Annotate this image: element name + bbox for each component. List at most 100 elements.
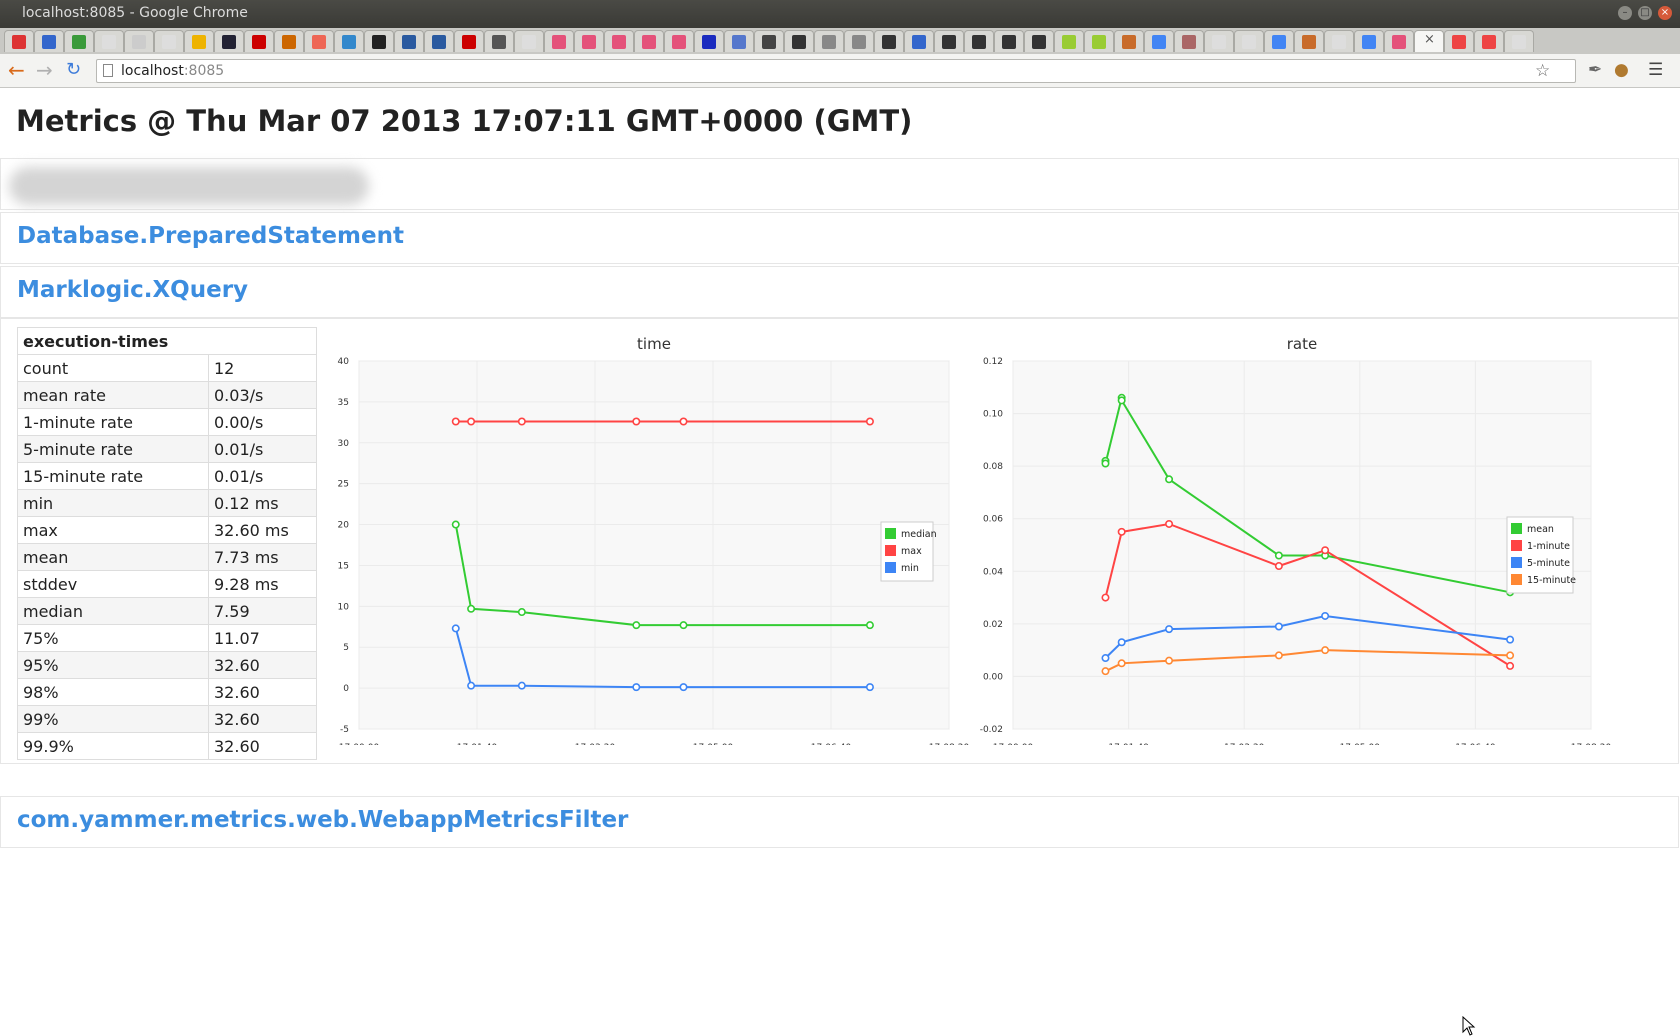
tab-favicon-icon — [72, 35, 86, 49]
browser-tab[interactable] — [184, 30, 214, 52]
x-tick-label: 17:06:40 — [811, 743, 852, 745]
browser-tab[interactable] — [1054, 30, 1084, 52]
metric-value: 0.01/s — [208, 462, 317, 490]
x-tick-label: 17:03:20 — [1224, 743, 1265, 745]
metric-name: 95% — [17, 651, 209, 679]
browser-tab[interactable] — [1174, 30, 1204, 52]
address-bar[interactable]: localhost:8085 ☆ — [96, 59, 1576, 83]
browser-tab[interactable] — [544, 30, 574, 52]
browser-tab[interactable] — [1234, 30, 1264, 52]
browser-tab[interactable] — [214, 30, 244, 52]
browser-tab[interactable] — [1444, 30, 1474, 52]
metric-value: 0.12 ms — [208, 489, 317, 517]
bookmark-icon[interactable]: ☆ — [1535, 61, 1551, 81]
browser-tab[interactable] — [1114, 30, 1144, 52]
browser-tab[interactable] — [4, 30, 34, 52]
tab-favicon-icon — [42, 35, 56, 49]
browser-tab[interactable] — [304, 30, 334, 52]
x-tick-label: 17:01:40 — [457, 743, 498, 745]
browser-tab[interactable] — [1024, 30, 1054, 52]
section-title-marklogic[interactable]: Marklogic.XQuery — [17, 277, 249, 303]
browser-tab[interactable] — [94, 30, 124, 52]
browser-tab[interactable] — [1354, 30, 1384, 52]
cookie-icon[interactable]: ● — [1614, 60, 1629, 80]
browser-tab[interactable] — [364, 30, 394, 52]
browser-tab[interactable] — [334, 30, 364, 52]
browser-tab[interactable] — [994, 30, 1024, 52]
metrics-row: median 7.59 — [17, 597, 317, 625]
browser-tab[interactable] — [754, 30, 784, 52]
browser-tab[interactable] — [604, 30, 634, 52]
metric-name: median — [17, 597, 209, 625]
browser-tab[interactable] — [454, 30, 484, 52]
browser-tab[interactable] — [694, 30, 724, 52]
browser-tab[interactable] — [64, 30, 94, 52]
browser-tab[interactable] — [1204, 30, 1234, 52]
tab-favicon-icon — [1032, 35, 1046, 49]
browser-tab[interactable] — [514, 30, 544, 52]
tab-favicon-icon — [702, 35, 716, 49]
y-tick-label: 40 — [338, 357, 350, 367]
section-title-webapp[interactable]: com.yammer.metrics.web.WebappMetricsFilt… — [17, 807, 629, 833]
browser-tab[interactable] — [784, 30, 814, 52]
legend-label-median: median — [901, 529, 937, 540]
browser-tab[interactable] — [904, 30, 934, 52]
browser-tab[interactable] — [154, 30, 184, 52]
browser-tab[interactable] — [274, 30, 304, 52]
x-tick-label: 17:05:00 — [1340, 743, 1381, 745]
browser-tab[interactable] — [244, 30, 274, 52]
mouse-cursor-icon — [1462, 1016, 1476, 1036]
series-line-median — [454, 524, 870, 627]
menu-icon[interactable]: ☰ — [1648, 60, 1664, 80]
data-point-median — [517, 608, 526, 617]
metrics-row: 95% 32.60 — [17, 651, 317, 679]
tab-favicon-icon — [552, 35, 566, 49]
active-browser-tab[interactable]: × — [1414, 30, 1444, 52]
browser-tab[interactable] — [1144, 30, 1174, 52]
browser-tab[interactable] — [1294, 30, 1324, 52]
tab-favicon-icon — [432, 35, 446, 49]
reload-icon[interactable]: ↻ — [66, 59, 82, 80]
close-tab-icon[interactable]: × — [1424, 32, 1435, 47]
metric-name: 98% — [17, 678, 209, 706]
metric-name: mean — [17, 543, 209, 571]
browser-tab[interactable] — [424, 30, 454, 52]
browser-tab[interactable] — [1474, 30, 1504, 52]
browser-tab[interactable] — [1384, 30, 1414, 52]
browser-tab[interactable] — [394, 30, 424, 52]
back-arrow-icon[interactable]: ← — [8, 58, 25, 82]
metrics-row: stddev 9.28 ms — [17, 570, 317, 598]
browser-tab[interactable] — [1324, 30, 1354, 52]
browser-tab[interactable] — [814, 30, 844, 52]
browser-tab[interactable] — [874, 30, 904, 52]
browser-tab[interactable] — [574, 30, 604, 52]
forward-arrow-icon[interactable]: → — [36, 58, 53, 82]
tab-favicon-icon — [522, 35, 536, 49]
browser-tab[interactable] — [724, 30, 754, 52]
browser-tab[interactable] — [934, 30, 964, 52]
x-tick-label: 17:01:40 — [1108, 743, 1149, 745]
data-point-max — [865, 417, 874, 426]
section-database[interactable]: Database.PreparedStatement — [0, 212, 1679, 264]
browser-tab[interactable] — [664, 30, 694, 52]
browser-tab[interactable] — [484, 30, 514, 52]
section-marklogic[interactable]: Marklogic.XQuery — [0, 266, 1679, 318]
browser-tab[interactable] — [964, 30, 994, 52]
section-title-database[interactable]: Database.PreparedStatement — [17, 223, 404, 249]
maximize-icon[interactable]: □ — [1638, 6, 1652, 20]
data-point-min — [679, 683, 688, 692]
browser-tab[interactable] — [124, 30, 154, 52]
metric-value: 32.60 — [208, 732, 317, 760]
browser-tab[interactable] — [1084, 30, 1114, 52]
extension-icon[interactable]: ✒ — [1588, 60, 1603, 80]
metric-value: 12 — [208, 354, 317, 382]
browser-tab[interactable] — [634, 30, 664, 52]
browser-tab[interactable] — [1264, 30, 1294, 52]
browser-tab[interactable] — [34, 30, 64, 52]
section-webapp[interactable]: com.yammer.metrics.web.WebappMetricsFilt… — [0, 796, 1679, 848]
browser-tab[interactable] — [1504, 30, 1534, 52]
minimize-icon[interactable]: – — [1618, 6, 1632, 20]
browser-tab[interactable] — [844, 30, 874, 52]
close-window-icon[interactable]: × — [1658, 6, 1672, 20]
metrics-row: 98% 32.60 — [17, 678, 317, 706]
